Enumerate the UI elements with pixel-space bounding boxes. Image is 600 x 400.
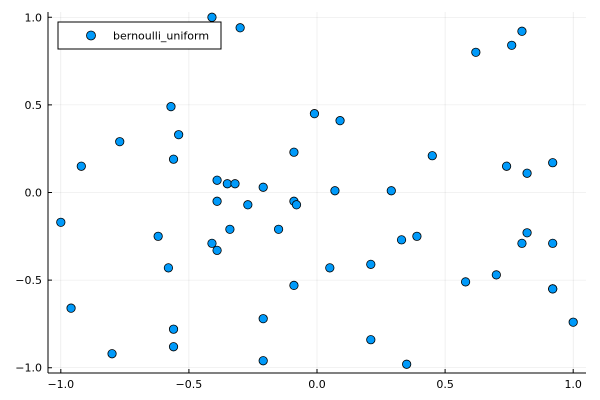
data-point [517, 238, 527, 248]
data-point [207, 12, 217, 22]
data-point [235, 23, 245, 33]
legend-label: bernoulli_uniform [113, 30, 209, 43]
data-point [460, 277, 471, 287]
data-point [335, 116, 345, 126]
data-point [153, 231, 163, 241]
data-point [115, 137, 125, 147]
data-point [366, 335, 376, 345]
y-tick-label: 1.0 [25, 11, 43, 24]
data-point [289, 280, 299, 290]
x-tick-label: −1.0 [47, 378, 74, 391]
x-tick-label: −0.5 [176, 378, 203, 391]
data-point [56, 217, 66, 227]
x-tick-label: 0.5 [436, 378, 454, 391]
data-point [166, 102, 176, 112]
data-point [491, 270, 501, 280]
y-tick-label: −0.5 [15, 274, 42, 287]
data-point [168, 342, 179, 352]
data-point [273, 224, 284, 234]
data-point [548, 284, 558, 294]
y-tick-label: 0.0 [25, 187, 43, 200]
data-point [168, 324, 179, 334]
data-point [76, 161, 86, 171]
data-point [548, 238, 558, 248]
data-point [163, 263, 174, 273]
data-point [517, 26, 527, 36]
tick-marks [48, 16, 574, 373]
x-tick-label: 0.0 [308, 378, 326, 391]
data-point [212, 245, 222, 255]
data-point [212, 196, 222, 206]
tick-labels: −1.0 −0.5 0.0 0.5 1.0 −1.0 −0.5 0.0 0.5 1.0 [15, 11, 582, 391]
data-point [366, 259, 376, 269]
data-point [243, 200, 253, 210]
data-point [507, 40, 517, 50]
y-tick-label: 0.5 [25, 99, 43, 112]
data-point [568, 317, 578, 327]
data-point [107, 349, 117, 359]
data-point [330, 186, 340, 196]
data-point [207, 238, 217, 248]
data-point [386, 186, 396, 196]
data-point [396, 235, 407, 245]
legend: bernoulli_uniform [57, 21, 222, 50]
data-point [212, 175, 222, 185]
data-point [501, 161, 512, 171]
data-point [66, 303, 76, 313]
data-point [427, 151, 437, 161]
data-point [548, 158, 558, 168]
data-point [258, 314, 268, 324]
x-tick-label: 1.0 [564, 378, 582, 391]
data-point [309, 109, 320, 119]
grid [48, 12, 586, 373]
y-tick-label: −1.0 [15, 362, 42, 375]
data-point [289, 147, 299, 157]
data-point [522, 228, 532, 238]
legend-box [57, 21, 222, 50]
data-points [56, 12, 578, 369]
data-point [258, 356, 268, 366]
data-point [402, 359, 412, 369]
data-point [522, 168, 532, 178]
data-point [222, 179, 232, 189]
data-point [412, 231, 422, 241]
data-point [230, 179, 240, 189]
data-point [168, 154, 179, 164]
data-point [325, 263, 335, 273]
legend-marker [86, 30, 96, 41]
data-point [174, 130, 184, 140]
data-point [225, 224, 235, 234]
data-point [471, 47, 481, 57]
data-point [258, 182, 268, 192]
data-point [291, 200, 302, 210]
